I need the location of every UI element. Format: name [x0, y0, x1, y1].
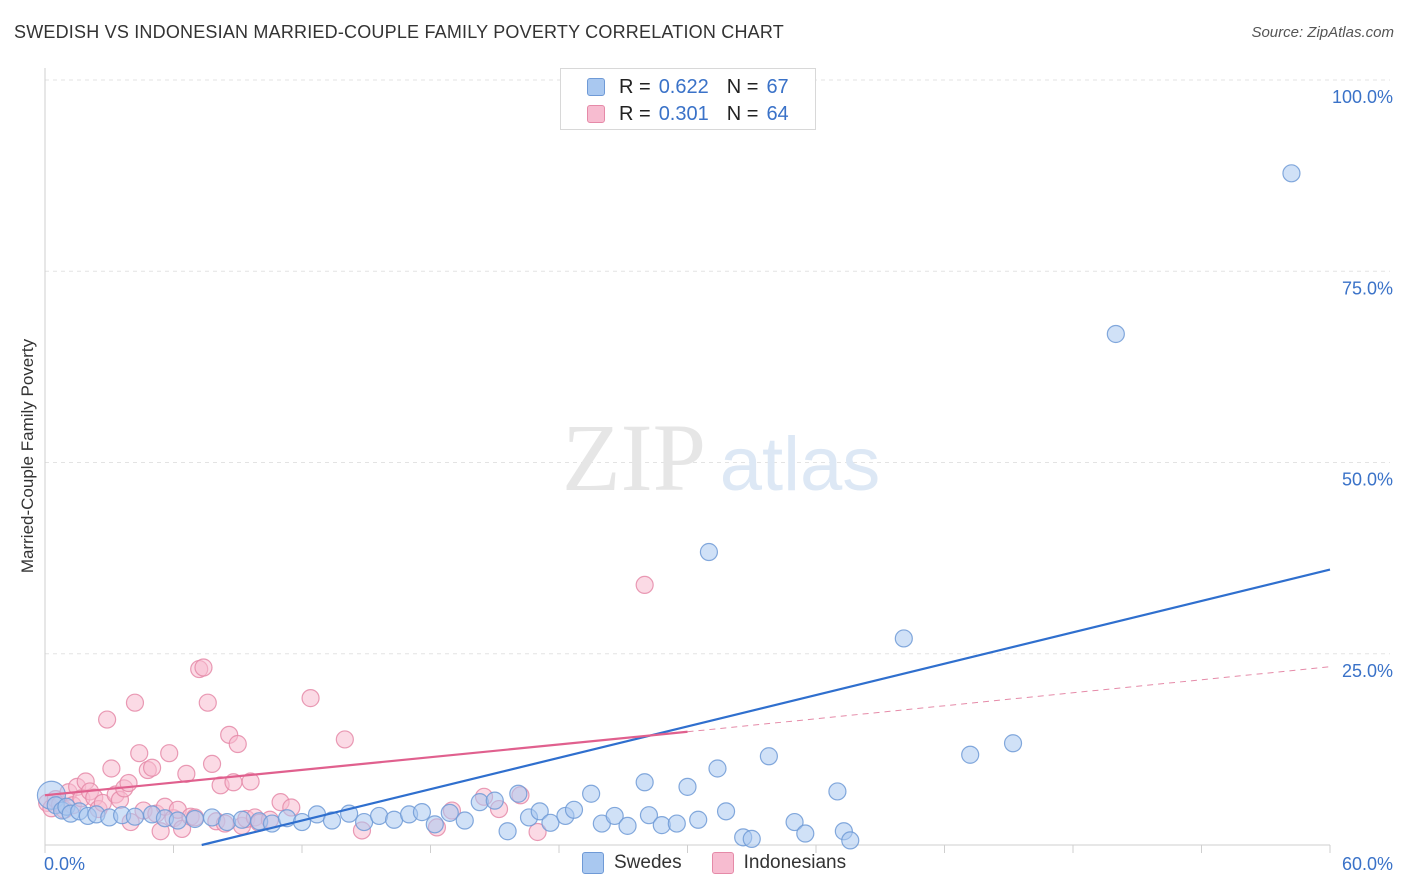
swedes-point [470, 793, 489, 812]
y-tick-label: 25.0% [1342, 661, 1393, 681]
swedes-point [678, 777, 697, 796]
n-value: 64 [766, 102, 789, 125]
chart-source: Source: ZipAtlas.com [1251, 24, 1394, 41]
swedes-point [716, 802, 736, 821]
indonesians-point [125, 693, 145, 712]
indonesians-point [142, 758, 162, 777]
swedes-trend-line [201, 568, 1331, 847]
swedes-point [530, 802, 549, 821]
legend-label-indonesians: Indonesians [743, 852, 847, 873]
swedes-point [796, 824, 815, 843]
indonesians-point [301, 689, 320, 708]
indonesians-point [98, 710, 117, 729]
swedes-point [785, 812, 804, 832]
swedes-point [828, 782, 847, 801]
swedes-point [605, 806, 624, 826]
indonesians-point [198, 693, 217, 712]
swedes-point [759, 747, 778, 766]
swedes-point [689, 810, 708, 829]
r-label: R = [619, 102, 651, 125]
watermark-zip: ZIP [562, 404, 706, 511]
swedes-point [232, 810, 252, 829]
swedes-point [618, 816, 637, 835]
swedes-point [322, 811, 342, 830]
swedes-point [509, 784, 528, 803]
swedes-point [635, 773, 654, 792]
x-tick-label: 0.0% [44, 854, 85, 874]
chart-title: SWEDISH VS INDONESIAN MARRIED-COUPLE FAM… [14, 22, 784, 42]
indonesians-swatch [587, 105, 605, 123]
swedes-point [202, 808, 222, 827]
indonesians-point [241, 772, 260, 791]
swedes-point [1003, 734, 1023, 753]
legend-item-indonesians[interactable]: Indonesians [711, 852, 847, 874]
indonesians-point [119, 773, 138, 793]
n-label: N = [726, 102, 759, 125]
watermark: ZIP atlas [562, 404, 880, 511]
swedes-point [541, 813, 560, 832]
y-tick-label: 50.0% [1342, 470, 1393, 490]
x-tick-label: 60.0% [1342, 854, 1393, 874]
swedes-point [370, 806, 389, 826]
y-tick-label: 75.0% [1342, 278, 1393, 298]
indonesians-legend-swatch [711, 852, 734, 874]
swedes-point [652, 816, 671, 835]
r-value: 0.301 [658, 102, 709, 125]
indonesians-point [635, 575, 654, 595]
swedes-point [1106, 324, 1125, 344]
swedes-point [894, 629, 913, 648]
legend-item-swedes[interactable]: Swedes [582, 852, 682, 874]
indonesians-point [528, 822, 547, 842]
swedes-point [412, 803, 432, 822]
legend-label-swedes: Swedes [614, 852, 682, 873]
indonesians-point [194, 658, 213, 677]
swedes-point [485, 791, 504, 810]
swedes-point [841, 831, 860, 850]
swedes-point [742, 829, 761, 848]
swedes-point [1282, 164, 1301, 183]
n-label: N = [726, 75, 759, 98]
y-axis-label: Married-Couple Family Poverty [18, 338, 37, 574]
swedes-point [961, 745, 980, 764]
swedes-point [440, 803, 459, 822]
swedes-swatch [587, 78, 605, 96]
swedes-point [185, 809, 205, 829]
indonesians-point [202, 754, 222, 774]
swedes-point [699, 542, 719, 562]
swedes-point [639, 806, 659, 825]
data-points [36, 164, 1301, 850]
gridlines [45, 79, 1390, 655]
swedes-point [425, 815, 444, 834]
indonesians-point [335, 730, 354, 749]
swedes-point [708, 759, 727, 778]
stats-legend-row-indonesians: R = 0.301 N = 64 [587, 102, 789, 126]
indonesians-point [130, 744, 149, 763]
indonesians-point [228, 734, 247, 754]
swedes-point [667, 814, 686, 833]
indonesians-trend-extension [687, 666, 1331, 733]
swedes-point [125, 807, 145, 826]
swedes-point [168, 811, 187, 830]
trend-lines [44, 568, 1331, 847]
swedes-legend-swatch [582, 852, 604, 874]
stats-legend: R = 0.622 N = 67 R = 0.301 N = 64 [560, 68, 816, 130]
n-value: 67 [766, 75, 789, 98]
swedes-point [455, 811, 474, 830]
swedes-point [498, 822, 517, 841]
series-legend: Swedes Indonesians [582, 852, 876, 874]
indonesians-point [160, 744, 179, 763]
axes [44, 68, 1331, 853]
tick-labels: 0.0% 60.0% 100.0% 75.0% 50.0% 25.0% [44, 87, 1393, 874]
indonesians-point [102, 759, 121, 778]
swedes-point [582, 784, 601, 803]
r-value: 0.622 [658, 75, 709, 98]
swedes-point [217, 812, 237, 832]
swedes-point [564, 800, 584, 819]
watermark-atlas: atlas [720, 422, 881, 507]
r-label: R = [619, 75, 651, 98]
stats-legend-row-swedes: R = 0.622 N = 67 [587, 75, 789, 99]
indonesians-trend-line [44, 730, 688, 797]
y-tick-label: 100.0% [1332, 87, 1393, 107]
